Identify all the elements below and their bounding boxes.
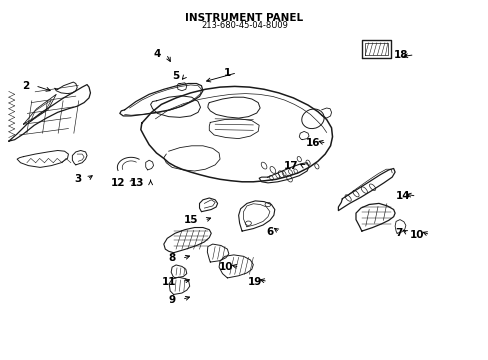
Text: 9: 9 <box>168 294 176 305</box>
Text: 4: 4 <box>153 49 160 59</box>
Text: 15: 15 <box>183 215 198 225</box>
Text: 5: 5 <box>171 71 179 81</box>
Text: 13: 13 <box>130 178 144 188</box>
Text: 17: 17 <box>283 161 298 171</box>
Text: 3: 3 <box>74 174 81 184</box>
Text: 10: 10 <box>409 230 424 240</box>
Text: 19: 19 <box>247 276 262 287</box>
Text: 16: 16 <box>305 138 320 148</box>
Text: 8: 8 <box>168 253 176 264</box>
Text: 2: 2 <box>22 81 29 91</box>
Text: 12: 12 <box>110 178 125 188</box>
Text: 11: 11 <box>161 276 176 287</box>
Text: 14: 14 <box>395 191 410 201</box>
Text: 10: 10 <box>219 262 233 272</box>
Text: 6: 6 <box>266 227 273 237</box>
Text: 7: 7 <box>394 228 402 238</box>
Text: 213-680-45-04-8U09: 213-680-45-04-8U09 <box>201 21 287 30</box>
Text: INSTRUMENT PANEL: INSTRUMENT PANEL <box>185 13 303 23</box>
Text: 18: 18 <box>393 50 408 60</box>
Text: 1: 1 <box>224 68 231 78</box>
